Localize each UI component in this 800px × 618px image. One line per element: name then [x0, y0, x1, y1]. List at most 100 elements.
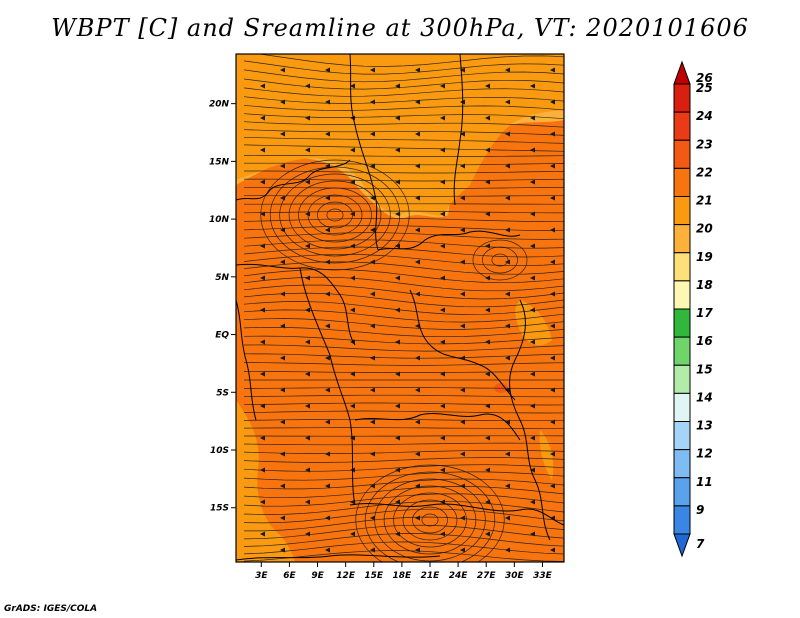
- streamline: [243, 96, 564, 104]
- streamline: [243, 550, 564, 562]
- streamline-arrow: [280, 451, 285, 457]
- streamline: [243, 87, 564, 97]
- streamline-arrow: [550, 259, 555, 265]
- streamline-arrow: [325, 483, 330, 489]
- streamline-arrow: [550, 67, 555, 73]
- colorbar-label: 12: [696, 447, 713, 461]
- country-border: [453, 54, 464, 206]
- streamline-arrow: [325, 259, 330, 265]
- streamline-arrow: [530, 403, 535, 409]
- streamline-arrow: [370, 99, 375, 105]
- streamline-vortex-south: [355, 464, 505, 562]
- streamline-arrow: [485, 211, 490, 217]
- streamline-arrow: [440, 275, 445, 281]
- streamline-arrow: [350, 243, 355, 249]
- streamline-arrow: [460, 323, 465, 329]
- colorbar-segment: [673, 364, 691, 394]
- colorbar-segment: [673, 477, 691, 507]
- streamline-vortex-north: [260, 159, 410, 271]
- streamline: [243, 239, 564, 249]
- streamline-arrow: [550, 419, 555, 425]
- streamline-arrow: [460, 67, 465, 73]
- streamline-arrow: [505, 355, 510, 361]
- colorbar-label: 13: [696, 419, 713, 433]
- streamline-arrow: [440, 531, 445, 537]
- colorbar-label: 7: [696, 537, 705, 551]
- streamline-arrow: [550, 227, 555, 233]
- streamline-arrow: [440, 339, 445, 345]
- colorbar-segment: [673, 308, 691, 338]
- streamline-arrow: [460, 291, 465, 297]
- streamline: [243, 104, 564, 111]
- streamline-arrow: [415, 195, 420, 201]
- streamline-arrow: [305, 147, 310, 153]
- streamline-arrow: [305, 307, 310, 313]
- country-border: [349, 54, 379, 251]
- colorbar-label: 16: [696, 334, 713, 348]
- streamline-arrow: [395, 115, 400, 121]
- streamline-arrow: [530, 147, 535, 153]
- streamline-arrow: [460, 163, 465, 169]
- streamline-arrow: [370, 419, 375, 425]
- streamline-arrow: [530, 435, 535, 441]
- streamline-arrow: [305, 115, 310, 121]
- streamline-vortex-east: [482, 246, 518, 274]
- colorbar-segment: [673, 336, 691, 366]
- streamline: [243, 362, 564, 366]
- streamline-arrow: [550, 387, 555, 393]
- streamline-arrow: [260, 467, 265, 473]
- colorbar-label: 21: [696, 194, 713, 208]
- streamlines: [243, 54, 564, 562]
- streamline-arrow: [395, 275, 400, 281]
- map-axes: 20N 15N 10N 5N EQ 5S 10S 15S 3E 6E 9E 12E 15E 18E 21E 2…: [209, 100, 553, 581]
- streamline-arrow: [440, 115, 445, 121]
- streamline: [243, 136, 564, 144]
- streamline-arrow: [530, 467, 535, 473]
- streamline-arrow: [395, 83, 400, 89]
- streamline: [243, 155, 564, 157]
- credit-label: GrADS: IGES/COLA: [4, 604, 98, 614]
- streamline-arrow: [530, 211, 535, 217]
- streamline-arrow: [505, 131, 510, 137]
- streamline-arrow: [370, 227, 375, 233]
- colorbar-segment: [673, 111, 691, 141]
- streamline: [243, 533, 564, 547]
- streamline: [243, 442, 564, 446]
- streamline-arrow: [260, 371, 265, 377]
- streamline: [244, 186, 564, 190]
- streamline-arrow: [440, 307, 445, 313]
- streamline-arrow: [395, 211, 400, 217]
- streamline: [243, 284, 564, 300]
- country-border: [236, 299, 257, 421]
- colorbar-label: 15: [696, 362, 713, 376]
- streamline-arrow: [395, 339, 400, 345]
- streamline-arrow: [280, 387, 285, 393]
- lat-tick-label: 5N: [215, 273, 229, 283]
- streamline-arrow: [370, 163, 375, 169]
- streamline-arrow: [485, 499, 490, 505]
- streamline-arrow: [460, 227, 465, 233]
- streamline-arrow: [460, 195, 465, 201]
- colorbar-label: 9: [696, 503, 704, 517]
- streamline-arrow: [485, 435, 490, 441]
- streamline-arrow: [370, 387, 375, 393]
- streamline-arrow: [505, 419, 510, 425]
- streamline-arrow: [415, 419, 420, 425]
- country-border: [236, 159, 351, 201]
- streamline: [256, 54, 564, 67]
- shade-west-21: [236, 400, 295, 562]
- streamline: [243, 508, 564, 524]
- streamline: [243, 353, 564, 359]
- streamline-arrow: [260, 147, 265, 153]
- streamline-arrow: [370, 547, 375, 553]
- colorbar-label: 18: [696, 278, 713, 292]
- streamline-arrow: [395, 179, 400, 185]
- streamline-arrow: [350, 499, 355, 505]
- streamline: [243, 217, 564, 223]
- streamline: [243, 225, 564, 231]
- streamline-arrow: [305, 211, 310, 217]
- streamline-arrow: [530, 371, 535, 377]
- streamline-arrow: [395, 307, 400, 313]
- streamline: [243, 387, 564, 389]
